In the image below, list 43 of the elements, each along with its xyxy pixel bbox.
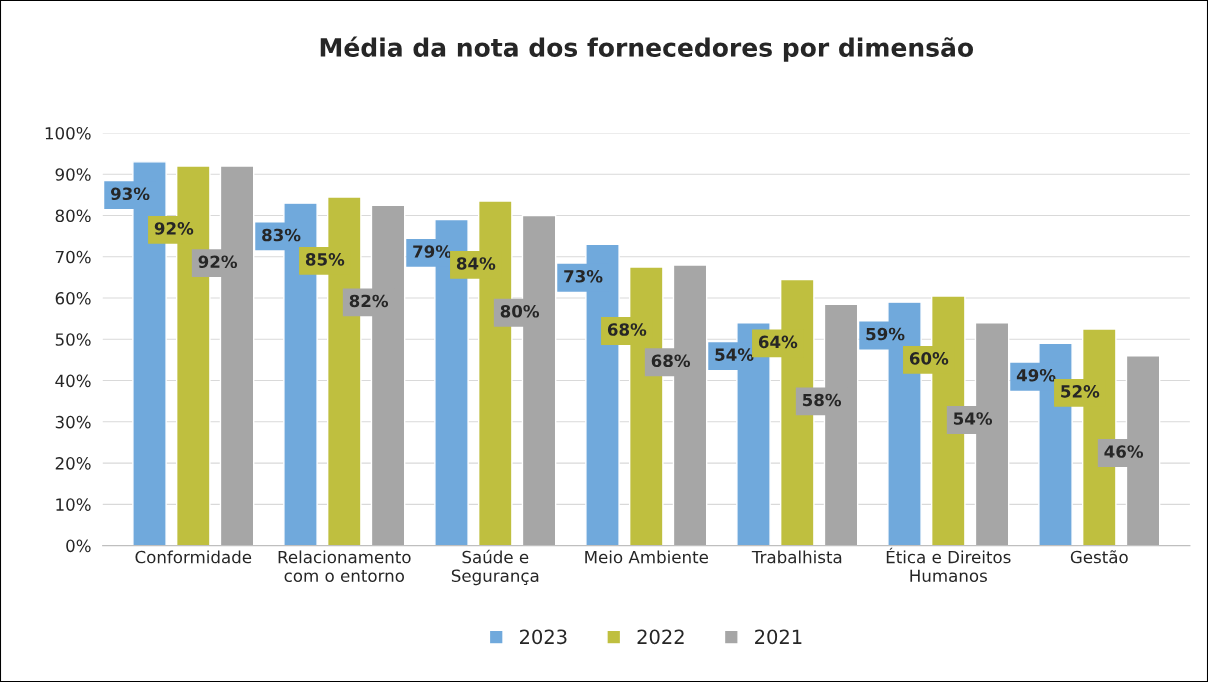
x-tick-label: Relacionamento com o entorno	[278, 550, 411, 583]
x-tick-label: Trabalhista	[751, 550, 842, 564]
data-label: 68%	[607, 323, 647, 336]
y-tick-label: 40%	[55, 374, 91, 388]
y-tick-label: 80%	[55, 209, 91, 223]
y-tick-label: 20%	[55, 457, 91, 470]
y-tick-label: 70%	[55, 250, 91, 264]
data-label: 59%	[866, 327, 905, 341]
data-label: 60%	[909, 352, 949, 365]
data-label: 54%	[715, 348, 754, 361]
x-tick-label: Saúde e Segurança	[451, 549, 539, 586]
data-label: 64%	[758, 335, 798, 349]
x-tick-label: Conformidade	[135, 550, 252, 564]
y-tick-label: 60%	[55, 292, 91, 305]
y-tick-label: 90%	[55, 168, 91, 181]
data-label: 73%	[564, 269, 603, 283]
data-label: 93%	[110, 187, 150, 201]
y-tick-label: 50%	[55, 333, 91, 346]
data-label: 58%	[802, 393, 842, 407]
x-tick-label: Ética e Direitos Humanos	[886, 547, 1011, 583]
data-label: 84%	[456, 257, 496, 270]
data-label: 46%	[1104, 445, 1144, 458]
legend-label: 2022	[637, 629, 684, 645]
data-label: 82%	[349, 294, 389, 308]
x-tick-label: Meio Ambiente	[585, 550, 708, 564]
data-label: 92%	[198, 255, 238, 269]
data-label: 52%	[1061, 385, 1100, 398]
data-label: 92%	[154, 222, 194, 235]
legend-label: 2023	[520, 629, 567, 645]
data-label: 68%	[651, 354, 691, 368]
y-tick-label: 100%	[45, 126, 91, 140]
data-label: 80%	[500, 304, 540, 318]
data-label: 79%	[413, 245, 452, 258]
y-tick-label: 30%	[55, 415, 91, 429]
y-tick-label: 10%	[56, 498, 91, 511]
data-label: 85%	[305, 253, 345, 266]
x-tick-label: Gestão	[1070, 550, 1128, 564]
y-tick-label: 0%	[66, 539, 91, 553]
data-label: 54%	[953, 412, 993, 425]
chart-title: Média da nota dos fornecedores por dimensão	[320, 36, 974, 62]
data-label: 83%	[262, 228, 301, 242]
legend-label: 2021	[755, 629, 802, 645]
data-label: 49%	[1016, 368, 1056, 382]
